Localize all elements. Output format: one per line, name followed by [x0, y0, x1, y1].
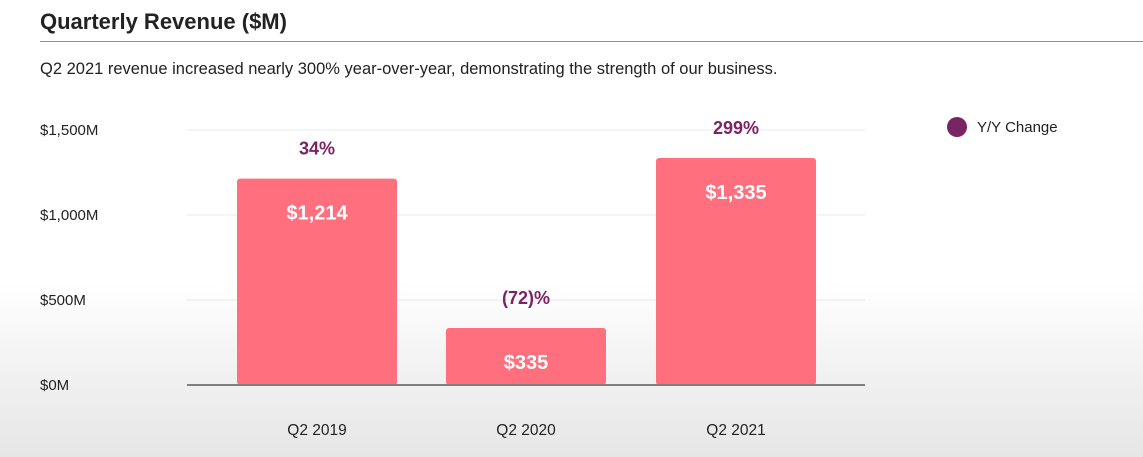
y-tick-label: $500M [40, 292, 86, 309]
bar-value-label: $1,214 [286, 203, 348, 225]
x-tick-label: Q2 2021 [706, 422, 765, 439]
chart-subtitle: Q2 2021 revenue increased nearly 300% ye… [40, 60, 778, 78]
bar [446, 328, 606, 385]
x-tick-label: Q2 2020 [496, 422, 556, 439]
yoy-change-label: 299% [713, 118, 759, 138]
legend: Y/Y Change [947, 117, 1058, 137]
yoy-change-label: 34% [299, 139, 335, 159]
yoy-change-label: (72)% [502, 288, 550, 308]
bar [237, 178, 397, 385]
bar-value-label: $1,335 [705, 182, 766, 204]
y-tick-label: $0M [40, 377, 69, 394]
y-tick-label: $1,000M [40, 207, 98, 224]
legend-label: Y/Y Change [977, 118, 1058, 136]
legend-swatch [947, 117, 967, 137]
bar [656, 158, 816, 385]
chart-title: Quarterly Revenue ($M) [40, 9, 287, 34]
title-divider [40, 41, 1143, 42]
bar-value-label: $335 [504, 352, 549, 374]
y-tick-label: $1,500M [40, 122, 98, 139]
x-tick-label: Q2 2019 [287, 422, 346, 439]
